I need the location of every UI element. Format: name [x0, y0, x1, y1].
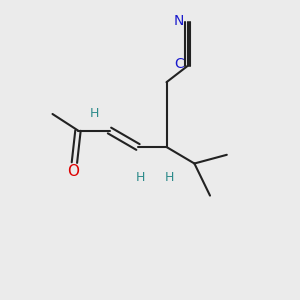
Text: H: H — [136, 171, 145, 184]
Text: H: H — [90, 106, 99, 120]
Text: N: N — [174, 14, 184, 28]
Text: H: H — [165, 171, 174, 184]
Text: O: O — [67, 164, 79, 179]
Text: C: C — [174, 58, 184, 71]
